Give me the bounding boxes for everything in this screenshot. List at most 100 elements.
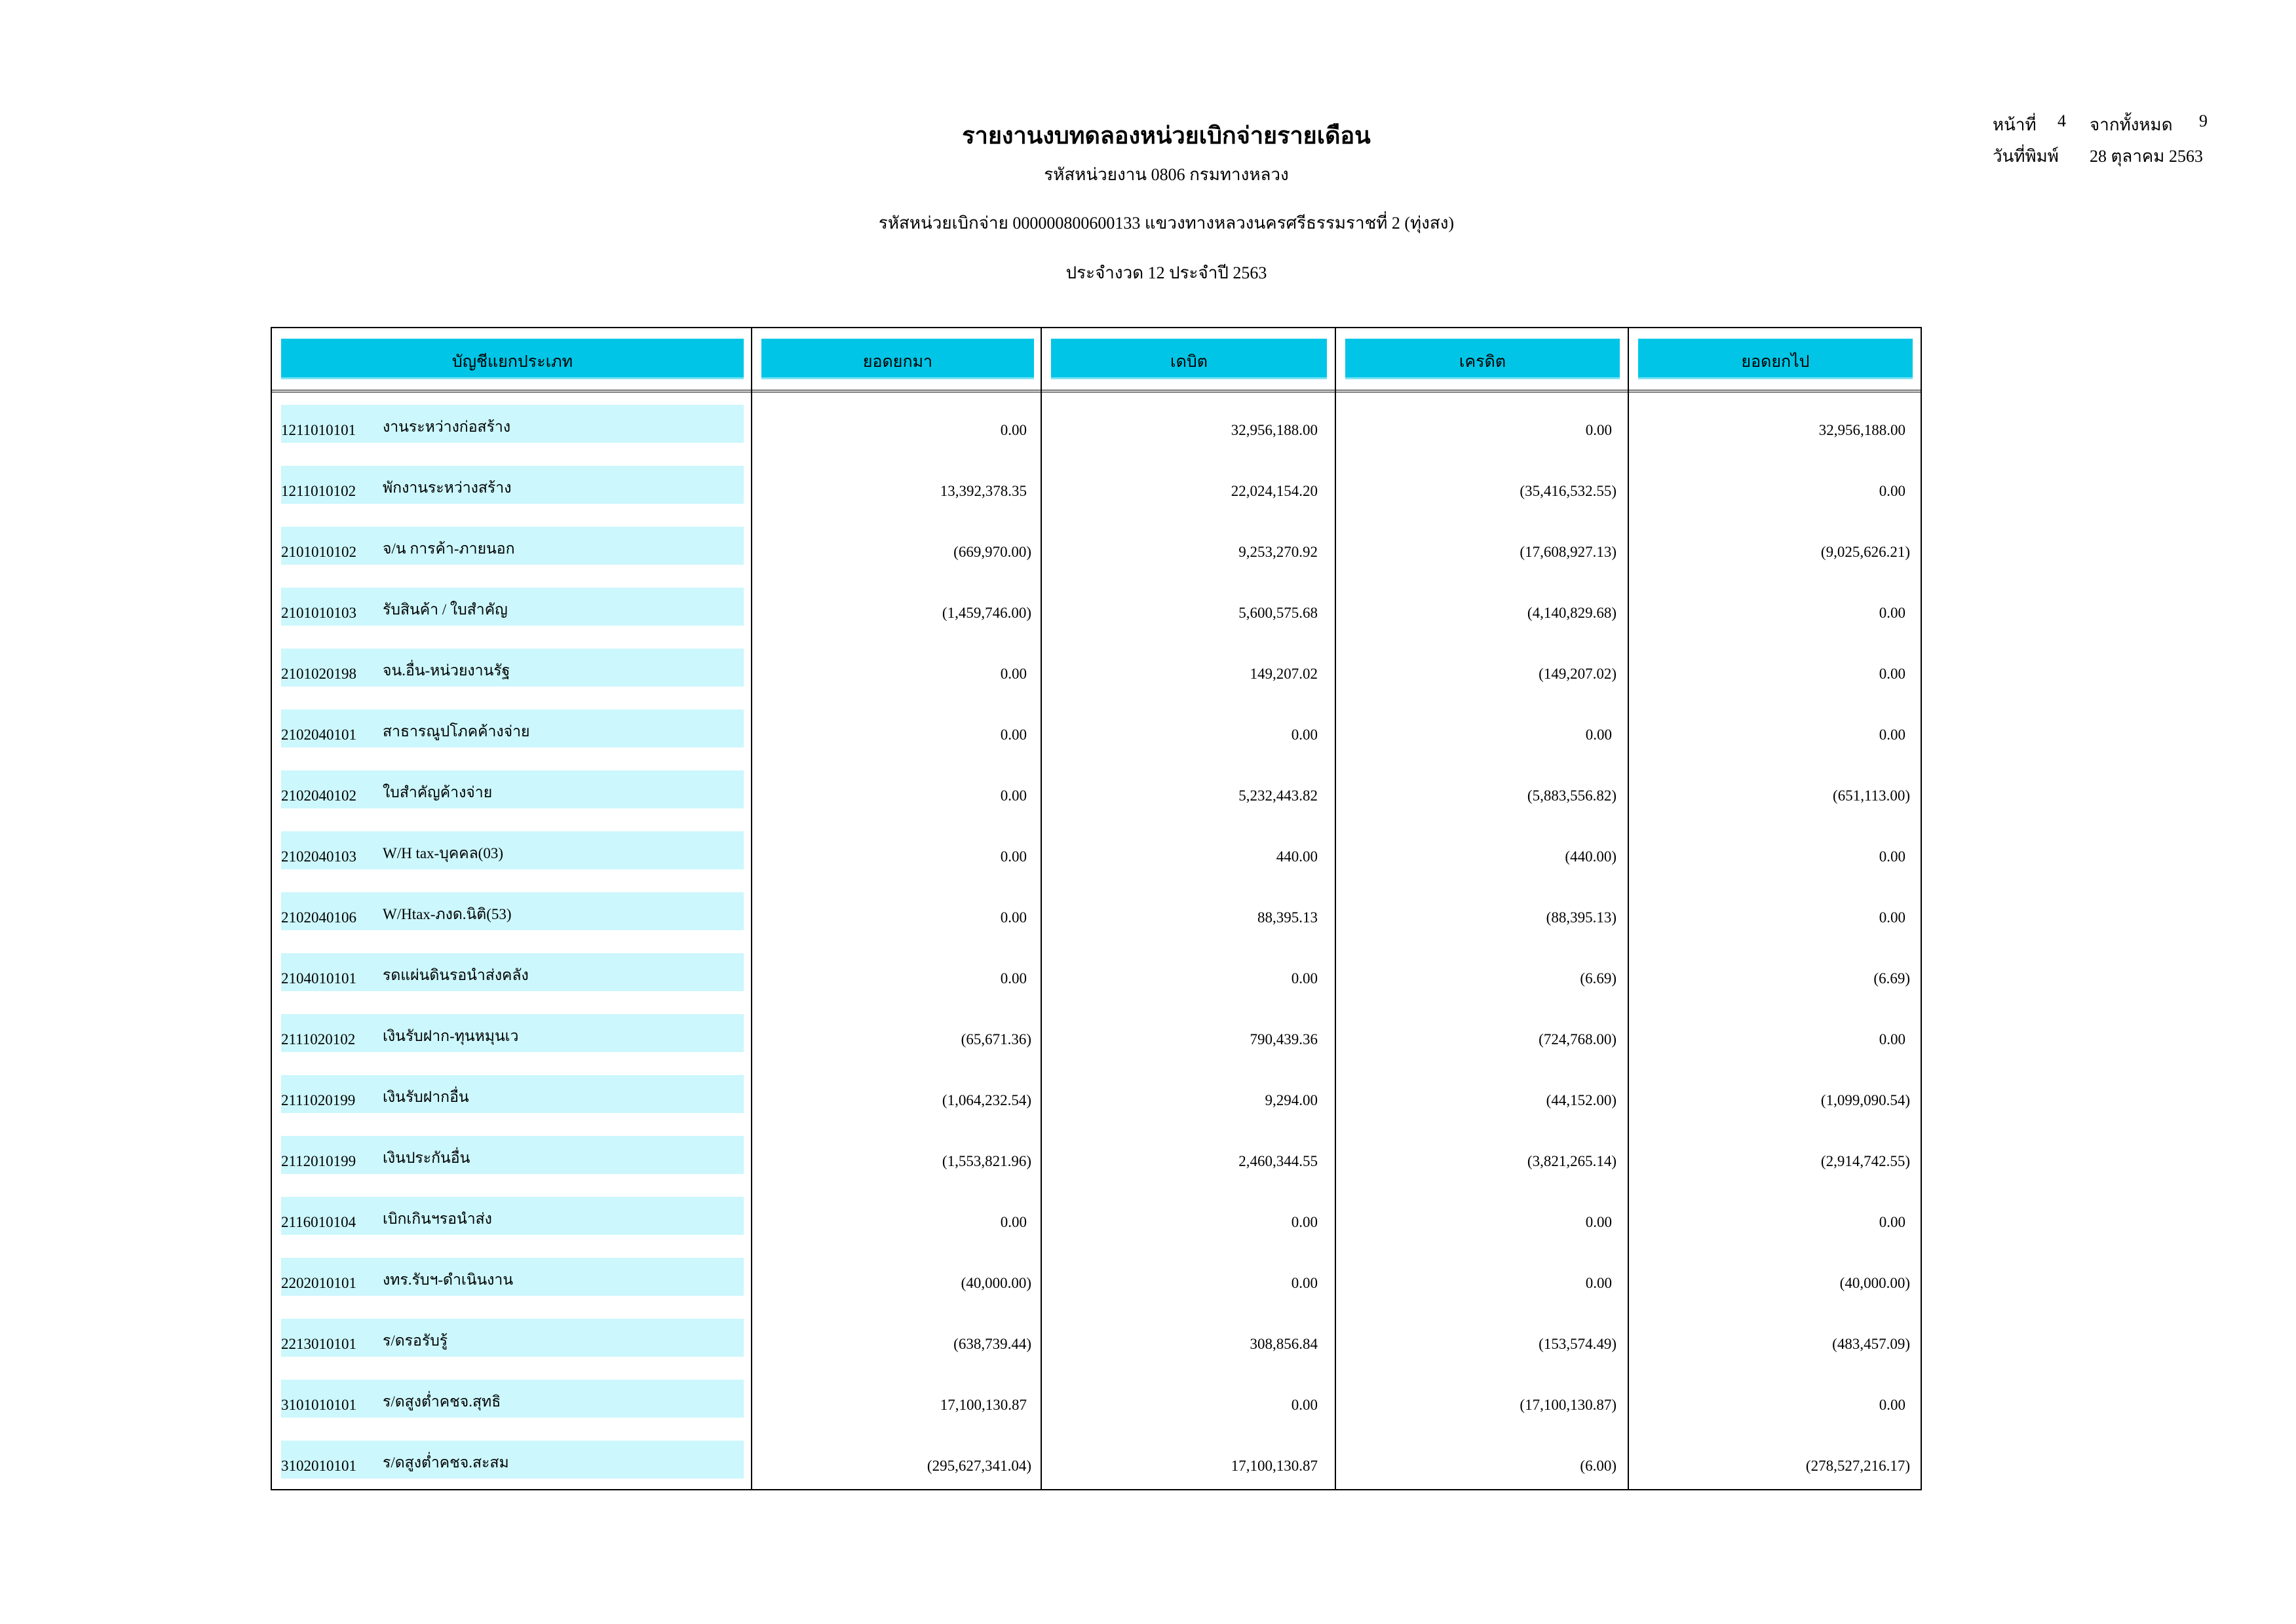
- opening-balance-cell: 0.00: [1000, 727, 1027, 743]
- closing-balance-cell: (40,000.00): [1839, 1275, 1910, 1291]
- account-label: 3102010101 ร/ดสูงต่ำคชจ.สะสม: [281, 1441, 744, 1479]
- opening-balance-cell: 0.00: [1000, 848, 1027, 865]
- debit-cell: 440.00: [1276, 848, 1318, 865]
- header-debit: เดบิต: [1051, 339, 1327, 379]
- account-name: สาธารณูปโภคค้างจ่าย: [383, 723, 530, 740]
- table-row: 2102040106 W/Htax-ภงด.นิติ(53) 0.00 88,395.…: [272, 892, 1921, 932]
- credit-cell: (5,883,556.82): [1527, 787, 1617, 804]
- column-divider: [751, 328, 752, 1489]
- credit-cell: 0.00: [1585, 727, 1612, 743]
- table-row: 2102040102 ใบสำคัญค้างจ่าย 0.00 5,232,443.8…: [272, 770, 1921, 810]
- account-label: 2116010104 เบิกเกินฯรอนำส่ง: [281, 1197, 744, 1235]
- table-row: 2102040101 สาธารณูปโภคค้างจ่าย 0.00 0.00 0.0…: [272, 709, 1921, 749]
- header-opening-balance: ยอดยกมา: [761, 339, 1034, 379]
- debit-cell: 17,100,130.87: [1231, 1458, 1318, 1474]
- debit-cell: 9,294.00: [1265, 1092, 1318, 1108]
- account-label: 2111020102 เงินรับฝาก-ทุนหมุนเว: [281, 1014, 744, 1052]
- account-name: พักงานระหว่างสร้าง: [383, 480, 512, 496]
- opening-balance-cell: 0.00: [1000, 787, 1027, 804]
- account-name: งทร.รับฯ-ดำเนินงาน: [383, 1272, 514, 1288]
- period-line: ประจำงวด 12 ประจำปี 2563: [1065, 263, 1267, 282]
- opening-balance-cell: (1,064,232.54): [942, 1092, 1031, 1108]
- opening-balance-cell: (40,000.00): [961, 1275, 1031, 1291]
- credit-cell: (44,152.00): [1546, 1092, 1617, 1108]
- account-name: จ/น การค้า-ภายนอก: [383, 540, 515, 557]
- debit-cell: 308,856.84: [1250, 1336, 1318, 1352]
- table-row: 2112010199 เงินประกันอื่น (1,553,821.96) 2,…: [272, 1136, 1921, 1175]
- credit-cell: (35,416,532.55): [1520, 483, 1617, 499]
- debit-cell: 32,956,188.00: [1231, 422, 1318, 438]
- table-row: 3101010101 ร/ดสูงต่ำคชจ.สุทธิ 17,100,130.8…: [272, 1380, 1921, 1419]
- credit-cell: (17,100,130.87): [1520, 1397, 1617, 1413]
- closing-balance-cell: 0.00: [1879, 1031, 1905, 1048]
- debit-cell: 88,395.13: [1257, 909, 1318, 926]
- account-label: 1211010102 พักงานระหว่างสร้าง: [281, 466, 744, 504]
- account-name: เบิกเกินฯรอนำส่ง: [383, 1211, 492, 1227]
- total-label: จากทั้งหมด: [2090, 115, 2173, 134]
- credit-cell: (17,608,927.13): [1520, 544, 1617, 560]
- table-row: 3102010101 ร/ดสูงต่ำคชจ.สะสม (295,627,341.…: [272, 1441, 1921, 1480]
- closing-balance-cell: 0.00: [1879, 666, 1905, 682]
- table-row: 2101010102 จ/น การค้า-ภายนอก (669,970.00) 9…: [272, 527, 1921, 566]
- debit-cell: 0.00: [1291, 1214, 1318, 1230]
- table-row: 2101010103 รับสินค้า / ใบสำคัญ (1,459,746.…: [272, 588, 1921, 627]
- print-date-label: วันที่พิมพ์: [1993, 147, 2059, 166]
- closing-balance-cell: 0.00: [1879, 483, 1905, 499]
- closing-balance-cell: (6.69): [1873, 970, 1910, 987]
- account-code: 2102040106: [281, 909, 356, 926]
- header-credit: เครดิต: [1345, 339, 1620, 379]
- account-code: 2101010103: [281, 605, 356, 621]
- closing-balance-cell: 32,956,188.00: [1818, 422, 1905, 438]
- account-name: รับสินค้า / ใบสำคัญ: [383, 601, 508, 618]
- account-label: 2102040102 ใบสำคัญค้างจ่าย: [281, 770, 744, 808]
- debit-cell: 149,207.02: [1250, 666, 1318, 682]
- account-label: 2112010199 เงินประกันอื่น: [281, 1136, 744, 1174]
- page-number: 4: [2057, 111, 2066, 130]
- debit-cell: 2,460,344.55: [1238, 1153, 1318, 1169]
- account-name: งานระหว่างก่อสร้าง: [383, 419, 511, 435]
- credit-cell: (153,574.49): [1539, 1336, 1617, 1352]
- account-name: ร/ดสูงต่ำคชจ.สะสม: [383, 1454, 509, 1471]
- table-row: 2101020198 จน.อื่น-หน่วยงานรัฐ 0.00 149,207…: [272, 649, 1921, 688]
- debit-cell: 0.00: [1291, 1275, 1318, 1291]
- account-code: 3101010101: [281, 1397, 356, 1413]
- closing-balance-cell: 0.00: [1879, 1214, 1905, 1230]
- opening-balance-cell: 17,100,130.87: [940, 1397, 1027, 1413]
- total-pages: 9: [2199, 111, 2208, 130]
- debit-cell: 0.00: [1291, 970, 1318, 987]
- credit-cell: (88,395.13): [1546, 909, 1617, 926]
- account-code: 2111020199: [281, 1092, 356, 1108]
- account-label: 2213010101 ร/ดรอรับรู้: [281, 1319, 744, 1357]
- opening-balance-cell: 0.00: [1000, 422, 1027, 438]
- account-name: ร/ดรอรับรู้: [383, 1332, 448, 1349]
- account-label: 2101010102 จ/น การค้า-ภายนอก: [281, 527, 744, 565]
- account-label: 2202010101 งทร.รับฯ-ดำเนินงาน: [281, 1258, 744, 1296]
- account-code: 2202010101: [281, 1275, 356, 1291]
- account-name: ร/ดสูงต่ำคชจ.สุทธิ: [383, 1393, 501, 1410]
- credit-cell: (6.00): [1580, 1458, 1617, 1474]
- opening-balance-cell: 13,392,378.35: [940, 483, 1027, 499]
- opening-balance-cell: (295,627,341.04): [927, 1458, 1031, 1474]
- table-row: 2202010101 งทร.รับฯ-ดำเนินงาน (40,000.00) 0…: [272, 1258, 1921, 1297]
- opening-balance-cell: (1,459,746.00): [942, 605, 1031, 621]
- credit-cell: (149,207.02): [1539, 666, 1617, 682]
- debit-cell: 0.00: [1291, 1397, 1318, 1413]
- credit-cell: (4,140,829.68): [1527, 605, 1617, 621]
- credit-cell: 0.00: [1585, 1214, 1612, 1230]
- closing-balance-cell: 0.00: [1879, 727, 1905, 743]
- opening-balance-cell: 0.00: [1000, 666, 1027, 682]
- credit-cell: (3,821,265.14): [1527, 1153, 1617, 1169]
- debit-cell: 9,253,270.92: [1238, 544, 1318, 560]
- account-code: 1211010101: [281, 422, 356, 438]
- header-account: บัญชีแยกประเภท: [281, 339, 744, 379]
- account-code: 2102040102: [281, 787, 356, 804]
- account-name: W/H tax-บุคคล(03): [383, 845, 503, 861]
- closing-balance-cell: (278,527,216.17): [1805, 1458, 1910, 1474]
- opening-balance-cell: (65,671.36): [961, 1031, 1031, 1048]
- credit-cell: 0.00: [1585, 1275, 1612, 1291]
- credit-cell: 0.00: [1585, 422, 1612, 438]
- account-label: 3101010101 ร/ดสูงต่ำคชจ.สุทธิ: [281, 1380, 744, 1418]
- table-row: 2116010104 เบิกเกินฯรอนำส่ง 0.00 0.00 0.00 0.…: [272, 1197, 1921, 1236]
- account-name: เงินประกันอื่น: [383, 1150, 470, 1166]
- account-name: จน.อื่น-หน่วยงานรัฐ: [383, 662, 510, 679]
